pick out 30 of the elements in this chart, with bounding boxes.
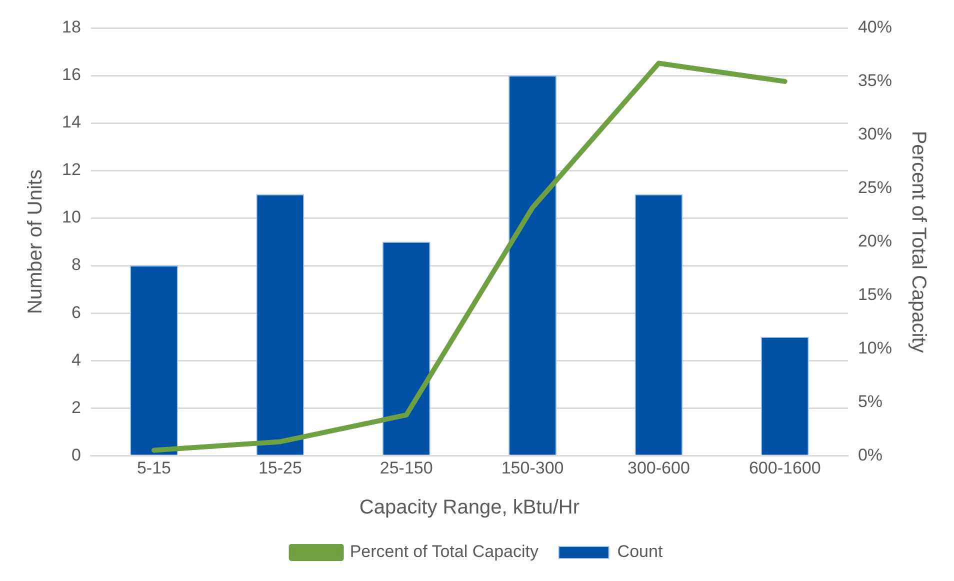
legend-label: Percent of Total Capacity <box>350 542 540 562</box>
legend-label: Count <box>617 542 663 562</box>
y-tick-label: 6 <box>71 302 81 322</box>
y2-axis-title: Percent of Total Capacity <box>907 130 930 353</box>
y-tick-label: 16 <box>62 65 81 84</box>
y2-tick-label: 30% <box>858 124 892 144</box>
y2-tick-label: 35% <box>858 71 892 90</box>
y2-tick-label: 25% <box>858 178 892 198</box>
x-tick-label: 5-15 <box>136 458 172 478</box>
y2-tick-label: 5% <box>858 392 883 411</box>
y2-tick-label: 40% <box>858 18 892 37</box>
x-tick-label: 300-600 <box>628 458 690 478</box>
y-tick-label: 4 <box>71 350 81 370</box>
y-tick-label: 12 <box>62 160 81 180</box>
y-tick-label: 2 <box>71 398 81 417</box>
y-tick-label: 8 <box>71 255 81 274</box>
y-tick-label: 14 <box>62 112 81 132</box>
x-axis-title: Capacity Range, kBtu/Hr <box>359 496 580 519</box>
x-tick-label: 600-1600 <box>748 458 821 478</box>
y-axis-title: Number of Units <box>24 170 47 314</box>
y-tick-label: 10 <box>62 208 81 227</box>
y-tick-label: 18 <box>62 18 81 37</box>
y2-tick-label: 0% <box>858 445 883 464</box>
y2-tick-label: 10% <box>858 338 892 358</box>
x-tick-label: 15-25 <box>258 458 302 478</box>
x-tick-label: 25-150 <box>380 458 433 478</box>
y-tick-label: 0 <box>71 445 81 464</box>
y2-tick-label: 15% <box>858 284 892 304</box>
x-tick-label: 150-300 <box>501 458 564 478</box>
y2-tick-label: 20% <box>858 231 892 250</box>
